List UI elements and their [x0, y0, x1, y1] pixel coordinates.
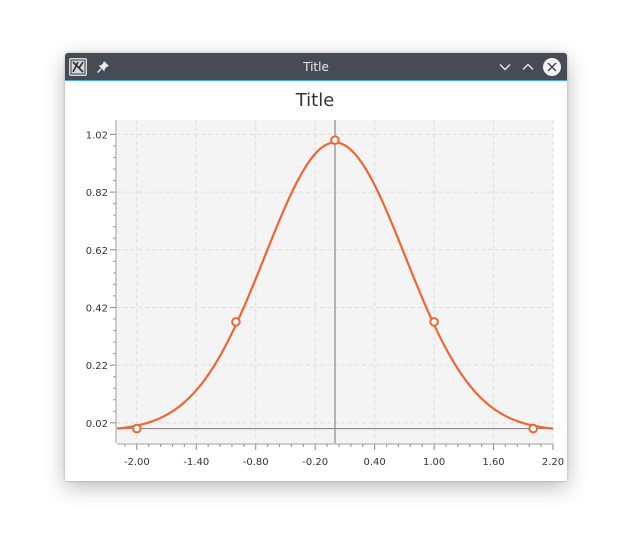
x-tick-label: -1.40 — [183, 457, 209, 468]
y-tick-label: 0.42 — [86, 303, 108, 314]
title-bar[interactable]: Title — [65, 53, 567, 81]
x-tick-label: 2.20 — [542, 457, 564, 468]
chevron-down-icon[interactable] — [495, 57, 515, 77]
pin-icon[interactable] — [93, 57, 113, 77]
x-tick-label: 0.40 — [364, 457, 386, 468]
y-tick-label: 0.22 — [86, 361, 108, 372]
x-tick-label: 1.60 — [482, 457, 504, 468]
app-window: Title Title 0.02 0.22 0.42 0.62 0.82 1.02 -2.… — [65, 53, 567, 481]
y-tick-label: 0.02 — [86, 419, 108, 430]
data-point-marker[interactable] — [528, 423, 538, 434]
data-point-marker[interactable] — [231, 317, 241, 327]
y-tick-label: 1.02 — [86, 130, 108, 141]
window-title: Title — [303, 60, 329, 74]
y-axis: 0.02 0.22 0.42 0.62 0.82 1.02 — [86, 120, 117, 443]
series-group — [116, 135, 554, 434]
chart-area: Title 0.02 0.22 0.42 0.62 0.82 1.02 -2.00 -1.4… — [65, 81, 567, 481]
data-point-marker[interactable] — [429, 317, 439, 327]
data-point-marker[interactable] — [132, 423, 142, 434]
app-icon[interactable] — [69, 58, 87, 76]
chevron-up-icon[interactable] — [518, 57, 538, 77]
chart-title: Title — [295, 90, 335, 111]
zero-lines — [117, 120, 553, 443]
line-chart: Title 0.02 0.22 0.42 0.62 0.82 1.02 -2.00 -1.4… — [86, 90, 564, 468]
y-tick-label: 0.82 — [86, 188, 108, 199]
x-tick-label: -2.00 — [124, 457, 150, 468]
x-tick-label: -0.20 — [302, 457, 328, 468]
data-point-marker[interactable] — [330, 135, 340, 145]
close-icon[interactable] — [542, 57, 562, 77]
x-tick-label: 1.00 — [423, 457, 445, 468]
x-tick-label: -0.80 — [243, 457, 269, 468]
x-axis: -2.00 -1.40 -0.80 -0.20 0.40 1.00 1.60 2.20 — [117, 443, 564, 468]
y-tick-label: 0.62 — [86, 246, 108, 257]
